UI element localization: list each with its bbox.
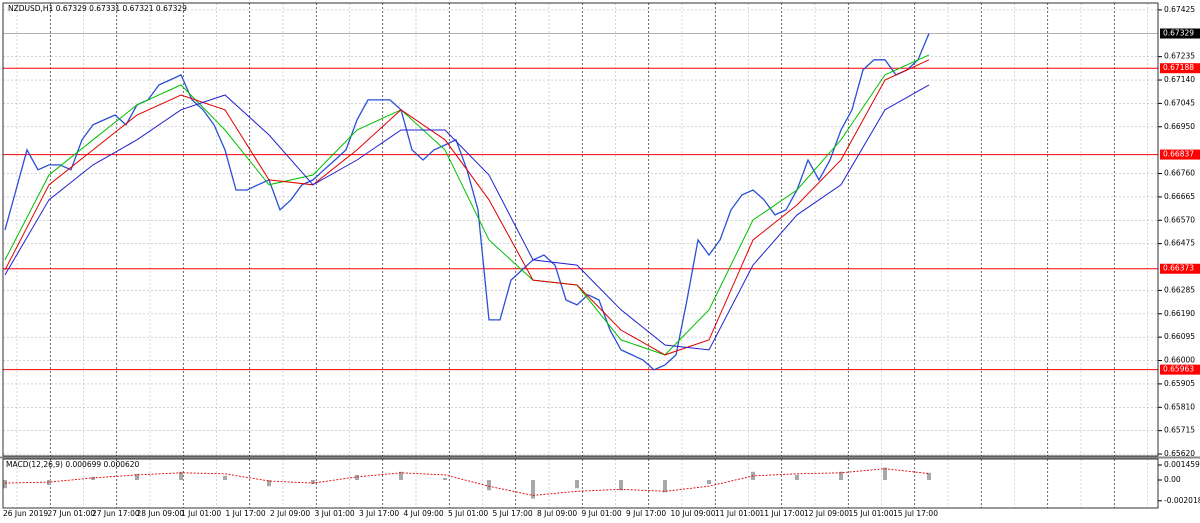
macd-bar	[179, 471, 183, 480]
x-tick-label: 2 Jul 09:00	[270, 509, 310, 518]
y-tick-label: 0.66475	[1164, 239, 1195, 248]
current-price-bg	[1160, 28, 1200, 39]
level-label: 0.65963	[1163, 365, 1194, 374]
y-tick-label: 0.66000	[1164, 356, 1195, 365]
y-tick-label: 0.67235	[1164, 52, 1195, 61]
level-label-bg	[1160, 149, 1200, 160]
moving-average-line	[4, 54, 930, 356]
x-tick-label: 5 Jul 17:00	[493, 509, 533, 518]
y-tick-label: 0.66190	[1164, 309, 1195, 318]
macd-bar	[399, 471, 403, 480]
current-price-label: 0.67329	[1163, 29, 1194, 38]
x-tick-label: 3 Jul 17:00	[359, 509, 399, 518]
x-tick-label: 11 Jul 01:00	[715, 509, 760, 518]
x-tick-label: 9 Jul 17:00	[626, 509, 666, 518]
y-tick-label: 0.66285	[1164, 285, 1195, 294]
x-tick-label: 15 Jul 01:00	[849, 509, 894, 518]
level-label: 0.67188	[1163, 63, 1194, 72]
macd-bar	[619, 480, 623, 491]
x-tick-label: 27 Jun 01:00	[48, 509, 96, 518]
x-tick-label: 28 Jun 09:00	[137, 509, 185, 518]
y-tick-label: 0.66950	[1164, 122, 1195, 131]
y-tick-label: 0.66665	[1164, 192, 1195, 201]
macd-bar	[91, 476, 95, 480]
macd-bar	[883, 467, 887, 480]
y-tick-label: 0.001459	[1164, 460, 1200, 469]
macd-bar	[443, 477, 447, 480]
x-tick-label: 12 Jul 09:00	[804, 509, 849, 518]
y-tick-label: -0.002018	[1164, 496, 1200, 505]
x-tick-label: 8 Jul 09:00	[537, 509, 577, 518]
macd-bar	[267, 480, 271, 487]
level-label-bg	[1160, 364, 1200, 375]
y-tick-label: 0.66570	[1164, 215, 1195, 224]
macd-bar	[707, 480, 711, 485]
x-tick-label: 3 Jul 01:00	[315, 509, 355, 518]
moving-average-line	[4, 59, 930, 356]
y-tick-label: 0.67140	[1164, 75, 1195, 84]
y-tick-label: 0.66760	[1164, 169, 1195, 178]
macd-bar	[487, 480, 491, 491]
x-tick-label: 27 Jun 17:00	[92, 509, 140, 518]
x-tick-label: 26 Jun 2019	[3, 509, 48, 518]
main-frame	[2, 2, 1159, 457]
y-tick-label: 0.66095	[1164, 332, 1195, 341]
moving-average-line	[4, 84, 930, 351]
x-tick-label: 5 Jul 01:00	[448, 509, 488, 518]
level-label-bg	[1160, 63, 1200, 74]
y-tick-label: 0.65905	[1164, 379, 1195, 388]
macd-bar	[531, 480, 535, 499]
macd-bar	[795, 474, 799, 480]
macd-frame	[2, 458, 1159, 509]
y-tick-label: 0.65810	[1164, 402, 1195, 411]
signal-line	[4, 468, 930, 496]
x-tick-label: 1 Jul 17:00	[226, 509, 266, 518]
y-tick-label: 0.00	[1164, 475, 1181, 484]
x-tick-label: 10 Jul 09:00	[671, 509, 716, 518]
x-tick-label: 9 Jul 01:00	[582, 509, 622, 518]
macd-bar	[3, 480, 7, 489]
macd-bar	[927, 472, 931, 480]
macd-bar	[575, 480, 579, 489]
x-tick-label: 4 Jul 09:00	[404, 509, 444, 518]
macd-bar	[223, 475, 227, 480]
level-label: 0.66373	[1163, 264, 1194, 273]
macd-title: MACD(12,26,9) 0.000699 0.000620	[6, 460, 140, 469]
chart-title: NZDUSD,H1 0.67329 0.67331 0.67321 0.6732…	[8, 4, 187, 13]
level-label-bg	[1160, 263, 1200, 274]
macd-bar	[663, 480, 667, 493]
y-tick-label: 0.65715	[1164, 426, 1195, 435]
macd-bar	[47, 480, 51, 486]
x-tick-label: 15 Jul 17:00	[893, 509, 938, 518]
level-label: 0.66837	[1163, 150, 1194, 159]
macd-bar	[135, 473, 139, 480]
y-tick-label: 0.65620	[1164, 449, 1195, 458]
macd-bar	[311, 480, 315, 485]
y-tick-label: 0.67425	[1164, 5, 1195, 14]
y-tick-label: 0.67045	[1164, 98, 1195, 107]
macd-bar	[355, 474, 359, 480]
macd-bar	[839, 471, 843, 480]
x-tick-label: 11 Jul 17:00	[760, 509, 805, 518]
x-tick-label: 1 Jul 01:00	[181, 509, 221, 518]
